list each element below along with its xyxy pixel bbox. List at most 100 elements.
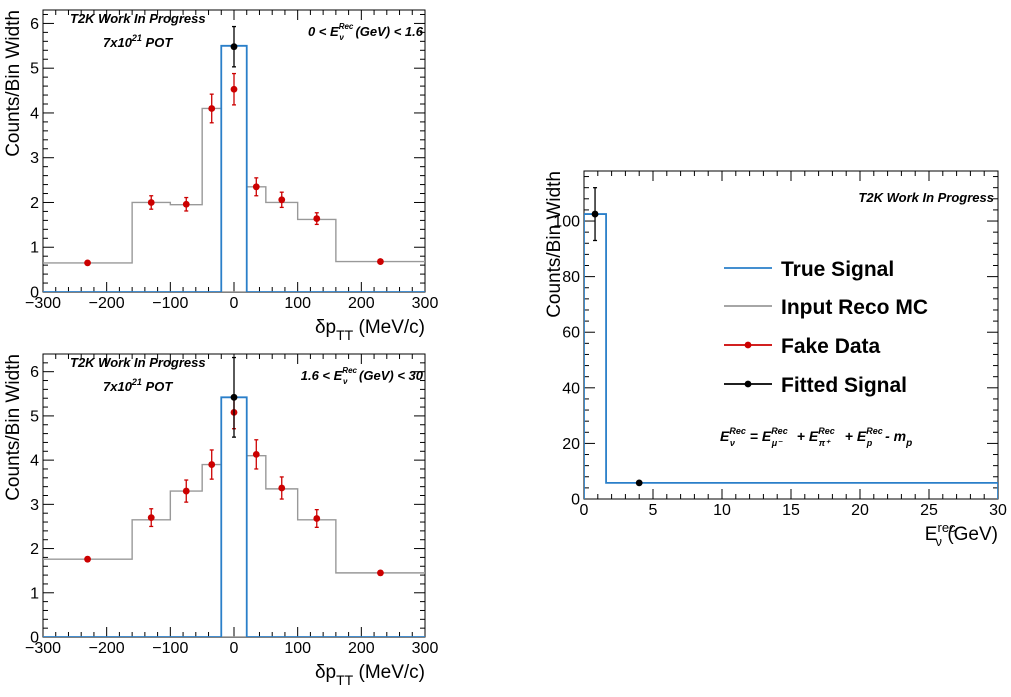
y-axis-title-text: Counts/Bin Width [3,354,24,501]
note-cut-sub: ν [339,33,344,42]
x-axis-title-base: E [925,524,938,545]
fake-data-point [278,484,286,492]
legend-marker [744,341,752,349]
fake-data-point [377,258,384,265]
y-tick-label: 100 [553,214,580,231]
fake-data-point [230,85,238,93]
note-energy-cut: 1.6 < ERec ν (GeV) < 30 [301,366,424,386]
fake-data-point [208,461,216,468]
y-axis-title-text: Counts/Bin Width [544,171,565,318]
formula-lhs-sup: Rec [729,426,746,436]
y-tick-label: 0 [30,285,39,302]
y-tick-label: 4 [30,453,39,470]
x-tick-label: 300 [412,640,439,657]
fake-data-point [278,196,286,204]
formula-tail: - m [881,428,906,444]
fake-data-point [84,259,91,267]
note-cut-post: (GeV) < 30 [355,368,423,383]
y-tick-label: 5 [30,61,39,78]
y-tick-label: 2 [30,195,39,212]
fitted-signal-point [230,393,238,401]
x-axis-title-unit: (MeV/c) [353,317,425,338]
x-axis-title-sub: TT [336,672,354,688]
note-cut-sub: ν [343,377,348,386]
x-axis-title: δpTT (MeV/c) [315,317,425,343]
x-tick-label: −200 [89,640,125,657]
panel-2: −300 −200 −100 0 100 200 300 0 1 2 3 4 5 6 Counts/Bin … [3,353,439,688]
fake-data-point [182,487,190,495]
x-tick-label: 200 [348,640,375,657]
x-tick-label: −100 [152,295,188,312]
fake-data-point [252,183,260,191]
legend-label: Fake Data [781,335,881,358]
y-tick-label: 80 [562,269,580,286]
fitted-signal-point [230,43,238,51]
x-axis-title-sub: ν [936,534,943,549]
series-reco-mc-line [43,455,425,637]
formula-op: + [793,428,809,444]
formula-lhs-sub: ν [730,438,735,448]
x-axis-title: δpTT (MeV/c) [315,662,425,688]
x-tick-label: 5 [649,502,658,519]
x-axis-title-sup: rec [937,520,956,535]
y-tick-label: 1 [30,585,39,602]
y-tick-label: 2 [30,541,39,558]
y-tick-label: 3 [30,150,39,167]
x-tick-label: −100 [152,640,188,657]
note-work-in-progress: T2K Work In Progress [70,11,206,26]
legend: True Signal Input Reco MC Fake Data Fitted … [724,258,928,397]
fake-data-point [377,569,384,577]
x-axis-title: Erec ν (GeV) [925,520,998,549]
y-tick-label: 3 [30,497,39,514]
note-pot: 7x1021 POT [103,377,173,394]
y-tick-label: 6 [30,16,39,33]
fake-data-point [313,515,321,522]
note-pot: 7x1021 POT [103,33,173,50]
formula-lhs: E [720,428,730,444]
note-cut-pre: 0 < E [308,24,339,39]
energy-formula: ERec ν = ERec μ⁻ + ERec π⁺ + ERec p - mp [720,426,912,449]
formula-tail-sub: p [905,438,912,449]
x-tick-label: −200 [89,295,125,312]
x-axis-title-sub: TT [336,327,354,343]
y-axis-title: Counts/Bin Width [3,354,24,501]
legend-label: Input Reco MC [781,296,928,319]
x-tick-label: 100 [284,295,311,312]
x-axis-title-unit: (MeV/c) [353,662,425,683]
formula-term-sub: p [866,438,873,448]
note-work-in-progress: T2K Work In Progress [858,190,994,205]
note-pot-base: 7x10 [103,379,133,394]
fitted-signal-point [635,479,643,487]
x-tick-label: −300 [25,640,61,657]
y-axis-title-text: Counts/Bin Width [3,10,24,157]
x-tick-label: 0 [230,295,239,312]
formula-term-base: E [809,428,819,444]
fake-data-point [182,200,190,208]
x-axis-title-unit: (GeV) [942,524,998,545]
x-tick-label: 300 [412,295,439,312]
fitted-signal-point [591,210,599,218]
y-tick-label: 0 [30,630,39,647]
y-tick-label: 6 [30,364,39,381]
fake-data-point [208,105,216,112]
fake-data-point [252,450,260,458]
formula-term-sup: Rec [866,426,883,436]
formula-term-sup: Rec [818,426,835,436]
note-pot-exp: 21 [131,33,142,43]
series-reco-mc-line [43,107,425,292]
note-cut-sup: Rec [342,366,357,375]
y-tick-label: 5 [30,408,39,425]
series-true-signal-line [584,213,998,499]
note-work-in-progress: T2K Work In Progress [70,355,206,370]
panel-1: −300 −200 −100 0 100 200 300 0 1 2 3 4 5 6 Counts/Bin … [3,9,439,343]
note-cut-sup: Rec [339,22,354,31]
y-tick-label: 20 [562,436,580,453]
x-tick-label: 25 [920,502,938,519]
x-tick-label: −300 [25,295,61,312]
legend-label: Fitted Signal [781,374,907,397]
fake-data-point [84,555,91,563]
formula-term-sup: Rec [771,426,788,436]
formula-term-sub: μ⁻ [771,438,783,448]
